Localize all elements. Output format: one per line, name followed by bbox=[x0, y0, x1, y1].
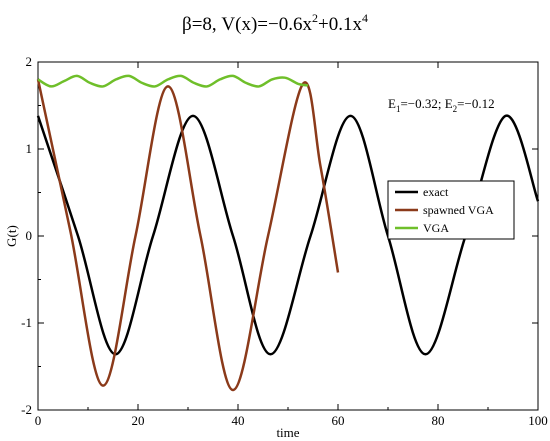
y-axis-ticks: -2 -1 0 1 2 bbox=[21, 54, 538, 417]
title-middle: +0.1x bbox=[318, 14, 362, 35]
y-tick-label: 0 bbox=[26, 228, 33, 243]
series-line-exact bbox=[36, 114, 540, 356]
series-line-vga bbox=[37, 74, 309, 88]
x-axis-ticks: 0 20 40 60 80 100 bbox=[35, 62, 548, 428]
title-exponent-1: 2 bbox=[312, 11, 318, 25]
x-tick-label: 100 bbox=[528, 413, 548, 428]
series-line-spawned-vga bbox=[36, 79, 340, 392]
y-tick-label: -2 bbox=[21, 402, 32, 417]
legend-label-exact: exact bbox=[423, 185, 449, 199]
x-tick-label: 20 bbox=[132, 413, 145, 428]
annotation-e1-sub: 1 bbox=[396, 104, 401, 114]
annotation-e2-value: =−0.12 bbox=[457, 96, 494, 111]
y-axis-title: G(t) bbox=[4, 225, 19, 247]
x-tick-label: 40 bbox=[232, 413, 245, 428]
legend-label-spawned-vga: spawned VGA bbox=[423, 203, 494, 217]
chart-title: β=8, V(x)=−0.6x2+0.1x4 bbox=[182, 11, 368, 35]
title-main: β=8, V(x)=−0.6x bbox=[182, 14, 312, 35]
y-tick-label: -1 bbox=[21, 315, 32, 330]
energy-annotation: E1=−0.32; E2=−0.12 bbox=[388, 96, 495, 114]
x-tick-label: 60 bbox=[332, 413, 345, 428]
series-layer bbox=[36, 74, 540, 392]
x-axis-title: time bbox=[276, 425, 299, 440]
legend-label-vga: VGA bbox=[423, 221, 449, 235]
y-tick-label: 2 bbox=[26, 54, 33, 69]
title-exponent-2: 4 bbox=[362, 11, 368, 25]
annotation-e1-value: =−0.32; E bbox=[400, 96, 452, 111]
y-tick-label: 1 bbox=[26, 141, 33, 156]
x-tick-label: 0 bbox=[35, 413, 42, 428]
x-tick-label: 80 bbox=[432, 413, 445, 428]
annotation-e1: E bbox=[388, 96, 396, 111]
annotation-e2-sub: 2 bbox=[453, 104, 458, 114]
legend: exact spawned VGA VGA bbox=[387, 180, 515, 240]
